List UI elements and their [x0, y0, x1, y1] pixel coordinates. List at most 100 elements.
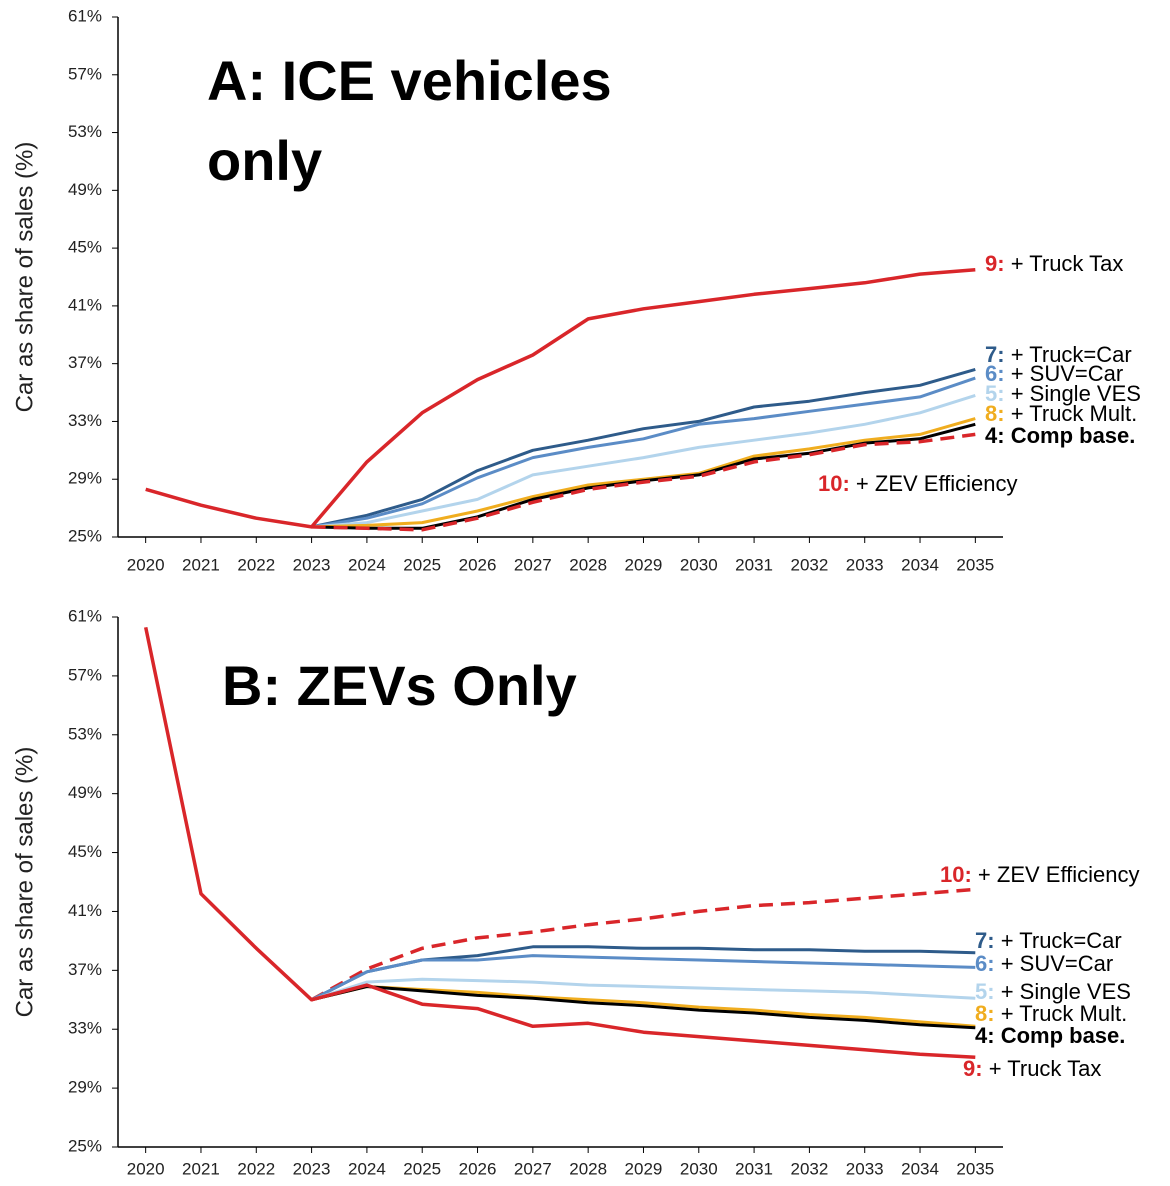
- x-tick-label: 2034: [901, 555, 939, 574]
- x-tick-label: 2030: [680, 1159, 718, 1178]
- series-label: 8: + Truck Mult.: [985, 401, 1137, 426]
- series-name: Comp base.: [1011, 423, 1136, 448]
- y-tick-label: 61%: [68, 606, 102, 625]
- series-label: 9: + Truck Tax: [963, 1056, 1101, 1081]
- series-line: [310, 954, 976, 1002]
- y-tick-label: 33%: [68, 1019, 102, 1038]
- y-tick-label: 53%: [68, 122, 102, 141]
- x-tick-label: 2028: [569, 555, 607, 574]
- x-tick-label: 2022: [237, 1159, 275, 1178]
- series-number: 7:: [975, 928, 995, 953]
- series-name: + Truck Mult.: [1001, 1001, 1128, 1026]
- y-tick-label: 25%: [68, 1136, 102, 1155]
- series-label: 5: + Single VES: [975, 979, 1131, 1004]
- y-tick-label: 57%: [68, 64, 102, 83]
- x-tick-label: 2033: [846, 555, 884, 574]
- x-tick-label: 2026: [459, 555, 497, 574]
- x-tick-label: 2022: [237, 555, 275, 574]
- y-tick-label: 61%: [68, 6, 102, 25]
- y-axis-label: Car as share of sales (%): [11, 747, 38, 1018]
- series-line: [311, 432, 976, 532]
- series-line: [145, 268, 976, 529]
- x-tick-label: 2032: [790, 1159, 828, 1178]
- y-tick-label: 57%: [68, 665, 102, 684]
- x-tick-label: 2021: [182, 555, 220, 574]
- series-label: 8: + Truck Mult.: [975, 1001, 1127, 1026]
- x-tick-label: 2031: [735, 555, 773, 574]
- x-tick-label: 2029: [625, 555, 663, 574]
- y-tick-label: 29%: [68, 1078, 102, 1097]
- x-tick-label: 2025: [403, 1159, 441, 1178]
- x-tick-label: 2028: [569, 1159, 607, 1178]
- series-line: [311, 985, 976, 1030]
- series-line: [311, 393, 976, 529]
- series-name: + Single VES: [1011, 381, 1141, 406]
- series-line: [311, 977, 976, 1002]
- x-tick-label: 2026: [459, 1159, 497, 1178]
- series-number: 4:: [985, 423, 1005, 448]
- y-tick-label: 33%: [68, 411, 102, 430]
- x-tick-label: 2031: [735, 1159, 773, 1178]
- x-tick-label: 2033: [846, 1159, 884, 1178]
- x-tick-label: 2020: [127, 1159, 165, 1178]
- series-label: 7: + Truck=Car: [985, 342, 1132, 367]
- y-tick-label: 49%: [68, 180, 102, 199]
- series-name: + Truck Mult.: [1011, 401, 1138, 426]
- series-number: 10:: [818, 471, 850, 496]
- y-tick-label: 53%: [68, 724, 102, 743]
- x-tick-label: 2034: [901, 1159, 939, 1178]
- series-line: [311, 376, 976, 529]
- y-tick-label: 37%: [68, 960, 102, 979]
- x-tick-label: 2027: [514, 1159, 552, 1178]
- series-name: + ZEV Efficiency: [856, 471, 1018, 496]
- panel-title: A: ICE vehicles: [207, 49, 612, 112]
- series-name: + ZEV Efficiency: [978, 862, 1140, 887]
- x-tick-label: 2035: [956, 1159, 994, 1178]
- y-tick-label: 29%: [68, 469, 102, 488]
- series-number: 7:: [985, 342, 1005, 367]
- x-tick-label: 2027: [514, 555, 552, 574]
- series-number: 5:: [985, 381, 1005, 406]
- y-tick-label: 41%: [68, 901, 102, 920]
- series-number: 10:: [940, 862, 972, 887]
- series-name: + Single VES: [1001, 979, 1131, 1004]
- y-tick-label: 45%: [68, 842, 102, 861]
- series-label: 6: + SUV=Car: [985, 361, 1123, 386]
- y-tick-label: 41%: [68, 295, 102, 314]
- series-label: 4: Comp base.: [975, 1023, 1125, 1048]
- x-tick-label: 2024: [348, 1159, 386, 1178]
- x-tick-label: 2030: [680, 555, 718, 574]
- x-tick-label: 2025: [403, 555, 441, 574]
- series-label: 7: + Truck=Car: [975, 928, 1122, 953]
- series-label: 10: + ZEV Efficiency: [940, 862, 1140, 887]
- x-tick-label: 2029: [625, 1159, 663, 1178]
- x-tick-label: 2023: [293, 1159, 331, 1178]
- y-axis-label: Car as share of sales (%): [11, 142, 38, 413]
- series-label: 6: + SUV=Car: [975, 951, 1113, 976]
- y-tick-label: 45%: [68, 238, 102, 257]
- y-tick-label: 37%: [68, 353, 102, 372]
- x-tick-label: 2021: [182, 1159, 220, 1178]
- series-name: + Truck Tax: [989, 1056, 1102, 1081]
- x-tick-label: 2020: [127, 555, 165, 574]
- y-tick-label: 49%: [68, 783, 102, 802]
- x-tick-label: 2032: [790, 555, 828, 574]
- series-number: 9:: [985, 251, 1005, 276]
- series-number: 4:: [975, 1023, 995, 1048]
- series-number: 5:: [975, 979, 995, 1004]
- series-number: 6:: [985, 361, 1005, 386]
- series-number: 8:: [985, 401, 1005, 426]
- series-line: [310, 887, 976, 1002]
- x-tick-label: 2024: [348, 555, 386, 574]
- series-name: + Truck=Car: [1011, 342, 1132, 367]
- series-label: 10: + ZEV Efficiency: [818, 471, 1018, 496]
- y-tick-label: 25%: [68, 526, 102, 545]
- panel-title: only: [207, 129, 322, 192]
- x-tick-label: 2035: [956, 555, 994, 574]
- series-line: [143, 626, 976, 1059]
- series-label: 9: + Truck Tax: [985, 251, 1123, 276]
- series-number: 9:: [963, 1056, 983, 1081]
- series-name: + SUV=Car: [1001, 951, 1114, 976]
- series-label: 4: Comp base.: [985, 423, 1135, 448]
